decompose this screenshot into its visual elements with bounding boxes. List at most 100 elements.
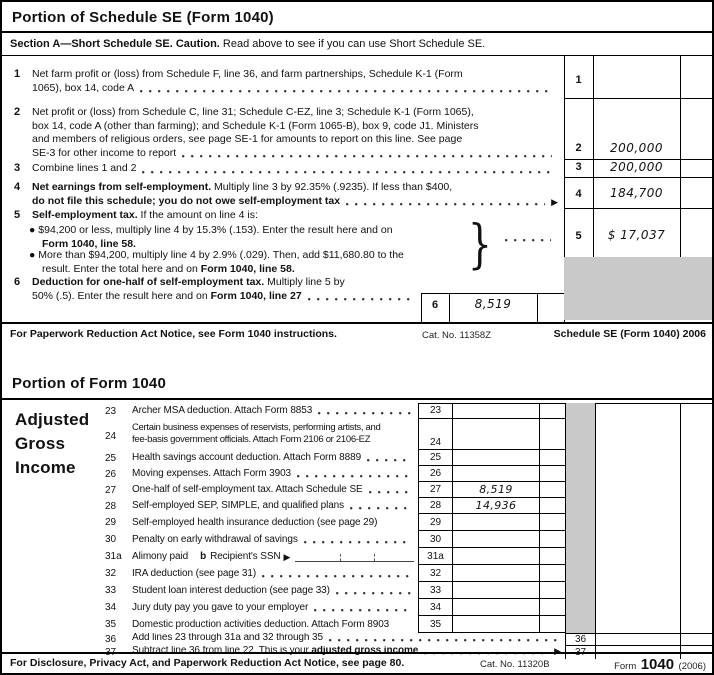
right-cents-cell (680, 616, 712, 633)
shaded-column (565, 419, 595, 450)
line-number-box: 28 (418, 498, 452, 514)
agi-word-3: Income (15, 458, 76, 477)
right-amount-cell (595, 466, 680, 482)
line-description: Self-employed health insurance deduction… (132, 517, 378, 528)
line-description: Subtract line 36 from line 22. This is y… (132, 646, 312, 656)
amount-cell (452, 514, 539, 531)
grid-line (593, 56, 594, 257)
se-line6-rest-b: 50% (.5). Enter the result here and on (32, 289, 211, 302)
line-description: fee-basis government officials. Attach F… (132, 433, 371, 445)
table-row: 28 Self-employed SEP, SIMPLE, and qualif… (100, 498, 712, 514)
line-description: Jury duty pay you gave to your employer (132, 602, 309, 613)
dotted-leader (307, 297, 412, 302)
amount-cell (452, 599, 539, 616)
right-amount-cell (595, 403, 680, 419)
shaded-column (565, 466, 595, 482)
dotted-leader (262, 574, 412, 578)
amount-cell (452, 466, 539, 482)
se-footer-form-id: Schedule SE (Form 1040) 2006 (553, 328, 706, 340)
grid-line (564, 208, 712, 209)
line-number: 36 (105, 634, 117, 645)
right-amount-cell (595, 419, 680, 450)
line-description: Archer MSA deduction. Attach Form 8853 (132, 405, 313, 416)
se-line1-text-b: 1065), box 14, code A (32, 81, 135, 94)
se-line3-label: Combine lines 1 and 2 (32, 162, 137, 174)
se-line5-amount: $ 17,037 (607, 228, 666, 242)
dotted-leader (328, 638, 559, 642)
line-description: IRA deduction (see page 31) (132, 568, 257, 579)
dotted-leader (140, 89, 552, 94)
grid-line (421, 293, 422, 324)
amount-cell (452, 565, 539, 582)
cents-cell (539, 582, 565, 599)
divider (2, 322, 712, 324)
line-number: 23 (105, 405, 117, 417)
se-line5-number: 5 (14, 209, 21, 221)
shaded-column (565, 450, 595, 466)
right-amount-cell (595, 548, 680, 565)
bullet-icon: ● (29, 224, 36, 236)
shaded-area (564, 257, 712, 320)
right-cents-cell (680, 514, 712, 531)
grid-line (564, 159, 712, 160)
section-a-note: Read above to see if you can use Short S… (219, 38, 486, 50)
line-number: 29 (105, 517, 117, 528)
grid-line (564, 56, 565, 324)
se-line1-text-a: Net farm profit or (loss) from Schedule … (32, 68, 463, 80)
line-number: 27 (105, 484, 117, 496)
sub-line-letter: b (200, 551, 207, 562)
grid-line (421, 293, 564, 294)
se-line3-number: 3 (14, 162, 21, 174)
ssn-separator (373, 554, 375, 561)
se-bullet1-text: $94,200 or less, multiply line 4 by 15.3… (38, 224, 393, 236)
arrow-right-icon: ▶ (283, 552, 291, 562)
table-row: 24 Certain business expenses of reservis… (100, 419, 712, 450)
line-number: 35 (105, 619, 117, 630)
arrow-right-icon: ▶ (554, 646, 561, 656)
right-amount-cell (595, 633, 680, 646)
grid-line (564, 177, 712, 178)
dotted-leader (368, 490, 412, 494)
section-label-adjusted-gross-income: Adjusted Gross Income (15, 408, 89, 480)
line-number-box: 29 (418, 514, 452, 531)
se-line3-amount: 200,000 (609, 160, 664, 174)
table-row: 32 IRA deduction (see page 31) 32 (100, 565, 712, 582)
shaded-column (565, 498, 595, 514)
cents-cell (539, 498, 565, 514)
form-number: 1040 (640, 656, 675, 673)
amount-cell (452, 582, 539, 599)
se-line2-text-a: Net profit or (loss) from Schedule C, li… (32, 106, 474, 118)
table-row: 27 One-half of self-employment tax. Atta… (100, 482, 712, 498)
right-amount-cell (595, 498, 680, 514)
cents-cell (539, 403, 565, 419)
agi-word-2: Gross (15, 434, 66, 453)
cents-cell (539, 482, 565, 498)
line-description-bold: adjusted gross income (311, 646, 419, 656)
se-line4-bold-b: do not file this schedule; you do not ow… (32, 194, 341, 207)
shaded-column (565, 599, 595, 616)
ssn-separator (340, 554, 342, 561)
section-a-header: Section A—Short Schedule SE. Caution. Re… (10, 38, 485, 50)
amount-cell (452, 419, 539, 450)
line-number-box: 27 (418, 482, 452, 498)
ssn-label: Recipient's SSN (210, 551, 281, 562)
table-row: 34 Jury duty pay you gave to your employ… (100, 599, 712, 616)
se-line5-bold: Self-employment tax. (32, 209, 138, 221)
se-box1-number: 1 (575, 74, 582, 86)
table-row: 33 Student loan interest deduction (see … (100, 582, 712, 599)
right-amount-cell (595, 482, 680, 498)
right-amount-cell (595, 599, 680, 616)
se-line2-text: Net profit or (loss) from Schedule C, li… (32, 106, 558, 160)
se-bullet2-text: More than $94,200, multiply line 4 by 2.… (38, 249, 404, 261)
line-number-box: 36 (565, 633, 595, 646)
se-line2-text-d: SE-3 for other income to report (32, 146, 177, 159)
se-bullet1-bold: Form 1040, line 58. (42, 237, 136, 250)
f1040-footer-form-id: Form 1040 (2006) (614, 656, 706, 673)
shaded-column (565, 616, 595, 633)
shaded-column (565, 482, 595, 498)
right-amount-cell (595, 450, 680, 466)
dotted-leader (314, 608, 412, 612)
amount-cell: 14,936 (452, 498, 539, 514)
se-line5-text: Self-employment tax. If the amount on li… (32, 209, 258, 223)
amount-cell (452, 616, 539, 633)
